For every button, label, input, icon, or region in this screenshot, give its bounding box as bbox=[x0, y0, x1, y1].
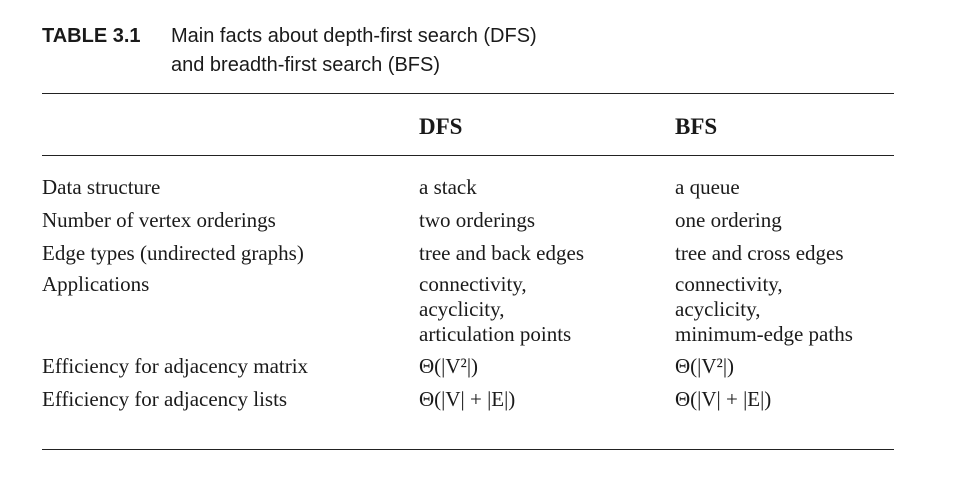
table-row: Applications connectivity, acyclicity, a… bbox=[42, 272, 902, 347]
cell-line: connectivity, bbox=[675, 272, 783, 296]
table-number-label: TABLE 3.1 bbox=[42, 25, 141, 47]
row-label: Number of vertex orderings bbox=[42, 208, 276, 232]
row-label: Efficiency for adjacency matrix bbox=[42, 354, 309, 378]
row-label: Edge types (undirected graphs) bbox=[42, 241, 304, 265]
table-row: Efficiency for adjacency lists Θ(|V| + |… bbox=[42, 385, 902, 413]
cell-line: two orderings bbox=[419, 208, 536, 232]
table-row: Efficiency for adjacency matrix Θ(|V²|) … bbox=[42, 352, 902, 380]
cell-line: acyclicity, bbox=[675, 297, 761, 321]
cell-line: tree and back edges bbox=[419, 241, 584, 265]
cell-line: acyclicity, bbox=[419, 297, 505, 321]
dfs-cell: Θ(|V²|) bbox=[419, 352, 675, 380]
math-expression: Θ(|V²|) bbox=[419, 354, 479, 378]
cell-line: tree and cross edges bbox=[675, 241, 844, 265]
bfs-cell: a queue bbox=[675, 173, 902, 201]
bottom-rule bbox=[42, 449, 894, 450]
cell-line: a stack bbox=[419, 175, 477, 199]
row-label: Efficiency for adjacency lists bbox=[42, 387, 288, 411]
bfs-cell: connectivity, acyclicity, minimum-edge p… bbox=[675, 272, 902, 347]
caption-line-2: and breadth-first search (BFS) bbox=[171, 54, 440, 76]
top-rule bbox=[42, 93, 894, 94]
column-header-dfs: DFS bbox=[419, 114, 463, 139]
row-label: Applications bbox=[42, 272, 150, 296]
bfs-cell: one ordering bbox=[675, 206, 902, 234]
cell-line: connectivity, bbox=[419, 272, 527, 296]
table-caption-text: Main facts about depth-first search (DFS… bbox=[171, 22, 631, 80]
dfs-cell: tree and back edges bbox=[419, 239, 675, 267]
column-header-bfs: BFS bbox=[675, 114, 718, 139]
dfs-cell: Θ(|V| + |E|) bbox=[419, 385, 675, 413]
table-row: Edge types (undirected graphs) tree and … bbox=[42, 239, 902, 267]
cell-line: one ordering bbox=[675, 208, 782, 232]
math-expression: Θ(|V| + |E|) bbox=[419, 387, 516, 411]
dfs-cell: connectivity, acyclicity, articulation p… bbox=[419, 272, 675, 347]
table-row: Number of vertex orderings two orderings… bbox=[42, 206, 902, 234]
cell-line: minimum-edge paths bbox=[675, 322, 853, 346]
header-rule bbox=[42, 155, 894, 156]
table-body: Data structure a stack a queue Number of… bbox=[42, 173, 902, 418]
bfs-cell: tree and cross edges bbox=[675, 239, 902, 267]
dfs-cell: two orderings bbox=[419, 206, 675, 234]
cell-line: a queue bbox=[675, 175, 740, 199]
math-expression: Θ(|V| + |E|) bbox=[675, 387, 772, 411]
dfs-cell: a stack bbox=[419, 173, 675, 201]
bfs-cell: Θ(|V| + |E|) bbox=[675, 385, 902, 413]
table-row: Data structure a stack a queue bbox=[42, 173, 902, 201]
math-expression: Θ(|V²|) bbox=[675, 354, 735, 378]
row-label: Data structure bbox=[42, 175, 161, 199]
cell-line: articulation points bbox=[419, 322, 572, 346]
caption-line-1: Main facts about depth-first search (DFS… bbox=[171, 25, 537, 47]
bfs-cell: Θ(|V²|) bbox=[675, 352, 902, 380]
